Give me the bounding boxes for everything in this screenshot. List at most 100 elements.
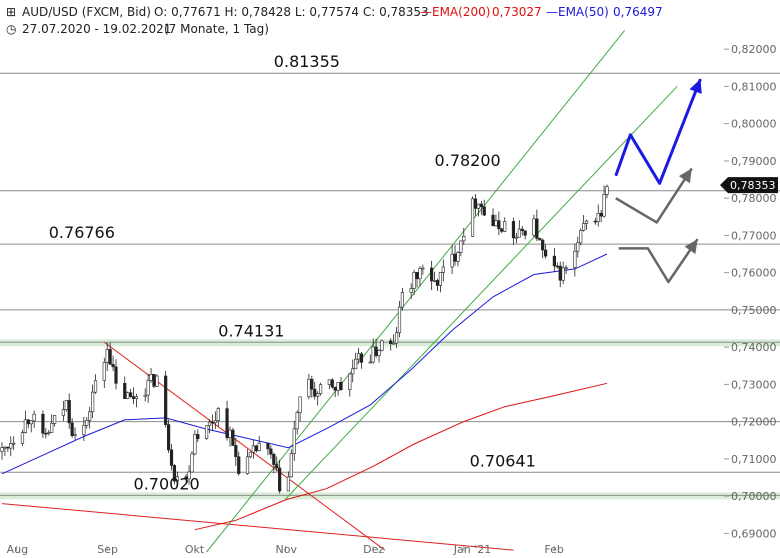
candle-body (123, 383, 127, 399)
candle-143 (582, 215, 586, 232)
candle-body (605, 186, 609, 195)
candle-82 (333, 386, 337, 398)
candle-body (400, 292, 405, 308)
candle-67 (272, 452, 276, 474)
x-tick-label-2: Okt (185, 543, 205, 556)
candle-38 (152, 373, 156, 389)
ema50-line (1, 253, 608, 475)
ema200-dash: — (420, 5, 432, 19)
candle-body (544, 249, 548, 257)
candle-body (12, 442, 16, 445)
candle-body (292, 428, 296, 454)
y-tick-label-12: 0,70000 (731, 490, 777, 503)
candle-48 (193, 430, 197, 456)
last-price-tag: 0,78353 (720, 177, 778, 194)
candle-101 (412, 269, 416, 296)
candle-body (415, 272, 419, 280)
candle-6 (23, 410, 27, 434)
y-tick-label-13: 0,69000 (731, 527, 777, 540)
candle-22 (88, 406, 92, 429)
candle-body (514, 236, 518, 239)
x-axis: Aug Sep Okt Nov Dez Jan '21 Feb (7, 543, 564, 556)
candle-body (500, 228, 504, 232)
candle-body (234, 445, 238, 458)
x-tick-label-5: Jan '21 (453, 543, 491, 556)
candle-body (576, 242, 580, 252)
candle-107 (435, 278, 440, 291)
candle-body (275, 464, 279, 469)
scenario-arrowhead-0 (689, 79, 702, 94)
candle-110 (450, 244, 454, 274)
candle-84 (339, 376, 343, 391)
candle-body (523, 230, 527, 236)
candle-89 (359, 351, 364, 369)
candle-body (47, 432, 51, 434)
candle-body (541, 239, 545, 251)
candle-137 (558, 261, 562, 288)
candle-108 (438, 272, 443, 293)
last-price-marker (720, 177, 778, 194)
candle-body (73, 434, 77, 437)
candle-43 (172, 464, 177, 485)
candle-body (371, 346, 375, 363)
candle-147 (599, 209, 603, 223)
candle-body (473, 198, 478, 209)
candle-23 (91, 384, 95, 419)
candle-15 (61, 401, 65, 422)
candle-3 (9, 436, 13, 457)
candle-98 (397, 300, 402, 338)
candle-42 (169, 444, 174, 471)
candle-body (470, 198, 475, 237)
candle-body (166, 424, 171, 451)
candle-97 (394, 327, 399, 349)
candle-body (82, 425, 86, 436)
candle-102 (415, 272, 419, 288)
candle-28 (111, 355, 115, 371)
candle-body (535, 218, 539, 239)
candle-body (278, 467, 282, 492)
ohlc-values: O: 0,77671 H: 0,78428 L: 0,77574 C: 0,78… (154, 5, 429, 19)
y-tick-label-3: 0,79000 (731, 155, 777, 168)
candle-body (351, 368, 355, 375)
candle-body (593, 220, 597, 223)
candle-body (511, 221, 516, 239)
candle-body (149, 373, 153, 381)
candle-78 (316, 391, 320, 406)
candle-body (231, 429, 235, 446)
candle-body (64, 400, 68, 410)
candle-body (584, 220, 589, 224)
candle-131 (535, 209, 539, 242)
candle-90 (368, 354, 372, 364)
candle-body (438, 272, 443, 286)
candle-80 (327, 379, 331, 390)
scenario-arrowhead-2 (684, 239, 698, 254)
candle-46 (187, 465, 191, 485)
candle-14 (53, 415, 57, 427)
candle-body (295, 412, 299, 430)
candle-4 (12, 436, 16, 451)
candle-body (579, 230, 583, 244)
candle-body (146, 380, 150, 396)
candle-body (336, 381, 340, 391)
ema-lines (1, 253, 608, 531)
y-tick-label-6: 0,76000 (731, 267, 777, 280)
candle-36 (146, 373, 150, 403)
candle-body (462, 235, 466, 242)
candle-body (272, 453, 276, 465)
candle-body (152, 373, 156, 387)
candle-body (561, 267, 565, 281)
candle-body (430, 267, 434, 282)
candle-25 (102, 357, 106, 388)
candle-body (599, 212, 603, 217)
candle-body (213, 420, 217, 423)
clock-icon: ◷ (6, 22, 17, 36)
candle-126 (514, 233, 518, 244)
candle-body (257, 442, 261, 452)
candle-125 (511, 217, 516, 245)
candle-86 (351, 359, 355, 383)
candle-body (91, 391, 95, 413)
candle-71 (289, 449, 293, 478)
candle-body (266, 442, 270, 450)
candle-19 (73, 427, 77, 440)
candle-115 (470, 196, 475, 238)
